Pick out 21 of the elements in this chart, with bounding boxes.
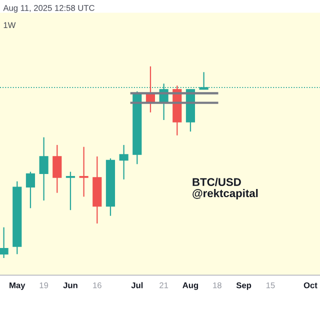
candlestick: [52, 144, 62, 194]
chart-title: 1W: [4, 22, 16, 28]
x-tick-label: 16: [93, 282, 102, 288]
x-tick-label: Jun: [63, 282, 78, 288]
x-tick-label: Oct: [304, 282, 318, 288]
x-tick-label: 15: [266, 282, 275, 288]
candlestick: [119, 144, 128, 180]
x-tick-label: Sep: [236, 282, 252, 290]
x-tick-label: 19: [40, 282, 48, 288]
x-tick-label: Aug: [182, 282, 198, 290]
candlestick: [26, 171, 36, 209]
candlestick: [66, 171, 76, 211]
x-tick-label: May: [10, 282, 26, 290]
candlestick: [0, 226, 8, 259]
candlestick: [39, 136, 48, 202]
candlestick: [79, 146, 88, 198]
x-tick-label: 21: [160, 282, 168, 288]
annotation: BTC/USD @rektcapital: [192, 178, 258, 200]
x-tick-label: 18: [213, 282, 222, 288]
text: Aug 11, 2025 12:58 UTC: [3, 5, 94, 13]
x-tick-label: Jul: [131, 282, 143, 288]
